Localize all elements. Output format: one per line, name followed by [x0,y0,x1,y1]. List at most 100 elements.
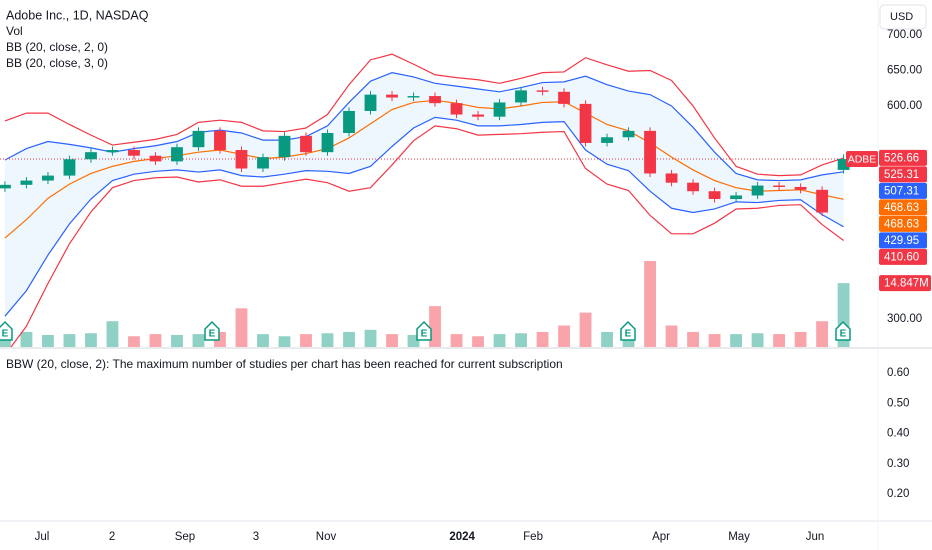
legend-entry: BB (20, close, 3, 0) [6,56,108,70]
candle-body [472,114,484,117]
symbol-tag [846,151,878,168]
volume-bar [450,334,463,347]
candle-body [708,191,721,200]
study-tick-label: 0.50 [887,397,909,409]
candle-body [515,90,527,103]
volume-bar [300,334,312,347]
price-tag [879,149,927,166]
candle-body [536,90,549,92]
price-tag-label: 507.31 [884,186,919,198]
price-tag [879,248,927,265]
volume-bar [816,321,829,347]
x-tick-label: 3 [253,531,259,543]
candle-body [85,152,97,160]
volume-bar [773,334,785,347]
study-tick-label: 0.60 [887,367,909,379]
earnings-marker[interactable]: E [0,320,13,341]
currency-button[interactable]: USD [879,4,927,30]
y-tick-label: 650.00 [887,65,922,77]
volume-bar [364,329,377,347]
volume-bar [751,333,764,347]
price-tag [879,199,927,216]
candle-body [235,150,248,169]
volume-bar [214,331,226,347]
band-line [4,99,844,239]
volume-bar [601,331,613,347]
volume-bar [665,325,678,347]
price-tag-label: 410.60 [884,252,919,264]
svg-text:E: E [840,329,847,340]
volume-bar [128,336,140,347]
candle-body [579,103,592,143]
price-tag-label: 429.95 [884,235,919,247]
price-tag-label: 468.63 [884,219,919,231]
price-tag-label: 468.63 [884,202,919,214]
candle-body [558,91,570,104]
volume-bar [493,334,506,347]
svg-text:E: E [625,329,632,340]
volume-bar [536,331,549,347]
volume-bar [278,336,291,347]
svg-text:E: E [421,329,428,340]
band-line [10,125,844,347]
volume-tag-label: 14.847M [884,278,929,290]
candle-body [386,94,398,98]
candle-body [687,182,699,192]
band-line [4,72,844,182]
candle-body [192,130,205,148]
x-tick-label: May [728,531,750,543]
x-tick-label: Nov [316,531,337,543]
candle-body [601,137,613,143]
symbol-tag-label: ADBE [848,153,877,165]
volume-bar [579,312,592,347]
price-tag-label: 526.66 [884,153,919,165]
currency-label[interactable]: USD [890,11,913,23]
candle-body [321,132,334,153]
svg-text:E: E [209,329,216,340]
candle-body [816,189,829,213]
candle-body [665,173,678,183]
volume-bar [321,333,334,347]
x-tick-label: Jul [35,531,50,543]
candle-body [0,184,11,189]
volume-bar [472,336,484,347]
x-tick-label: 2 [109,531,115,543]
price-pane [0,53,878,347]
candle-body [450,103,463,115]
candle-body [300,135,312,153]
x-tick-label: Jun [806,531,825,543]
volume-bar [343,331,355,347]
price-tag-label: 525.31 [884,169,919,181]
candle-body [644,130,656,174]
price-tag [879,215,927,232]
earnings-marker[interactable]: E [416,320,432,341]
volume-bar [730,334,742,347]
x-tick-label: Feb [523,531,543,543]
candle-body [214,130,226,151]
candle-body [171,147,183,162]
candle-body [429,96,441,104]
study-tick-label: 0.40 [887,428,909,440]
price-tag [879,166,927,183]
study-tick-label: 0.30 [887,458,909,470]
legend-entry: Vol [6,24,23,38]
candle-body [63,159,76,176]
axes: 700.00 650.00 600.00 300.00 0.60 0.50 0.40 0.30… [35,29,923,543]
candle-body [407,96,420,98]
candle-body [622,130,635,138]
candle-body [794,186,807,190]
candle-body [364,94,377,111]
price-tag [879,182,927,199]
earnings-marker[interactable]: E [620,320,636,341]
volume-bar [386,334,398,347]
volume-bar [149,334,162,347]
study-tick-label: 0.20 [887,488,909,500]
x-tick-label: 2024 [449,531,475,543]
volume-bar [20,331,33,347]
earnings-marker[interactable]: E [204,320,220,341]
candle-body [730,195,742,200]
earnings-marker[interactable]: E [835,320,851,341]
x-tick-label: Sep [175,531,195,543]
currency-box[interactable] [879,4,927,30]
legend: Adobe Inc., 1D, NASDAQ Vol BB (20, close… [6,8,563,371]
